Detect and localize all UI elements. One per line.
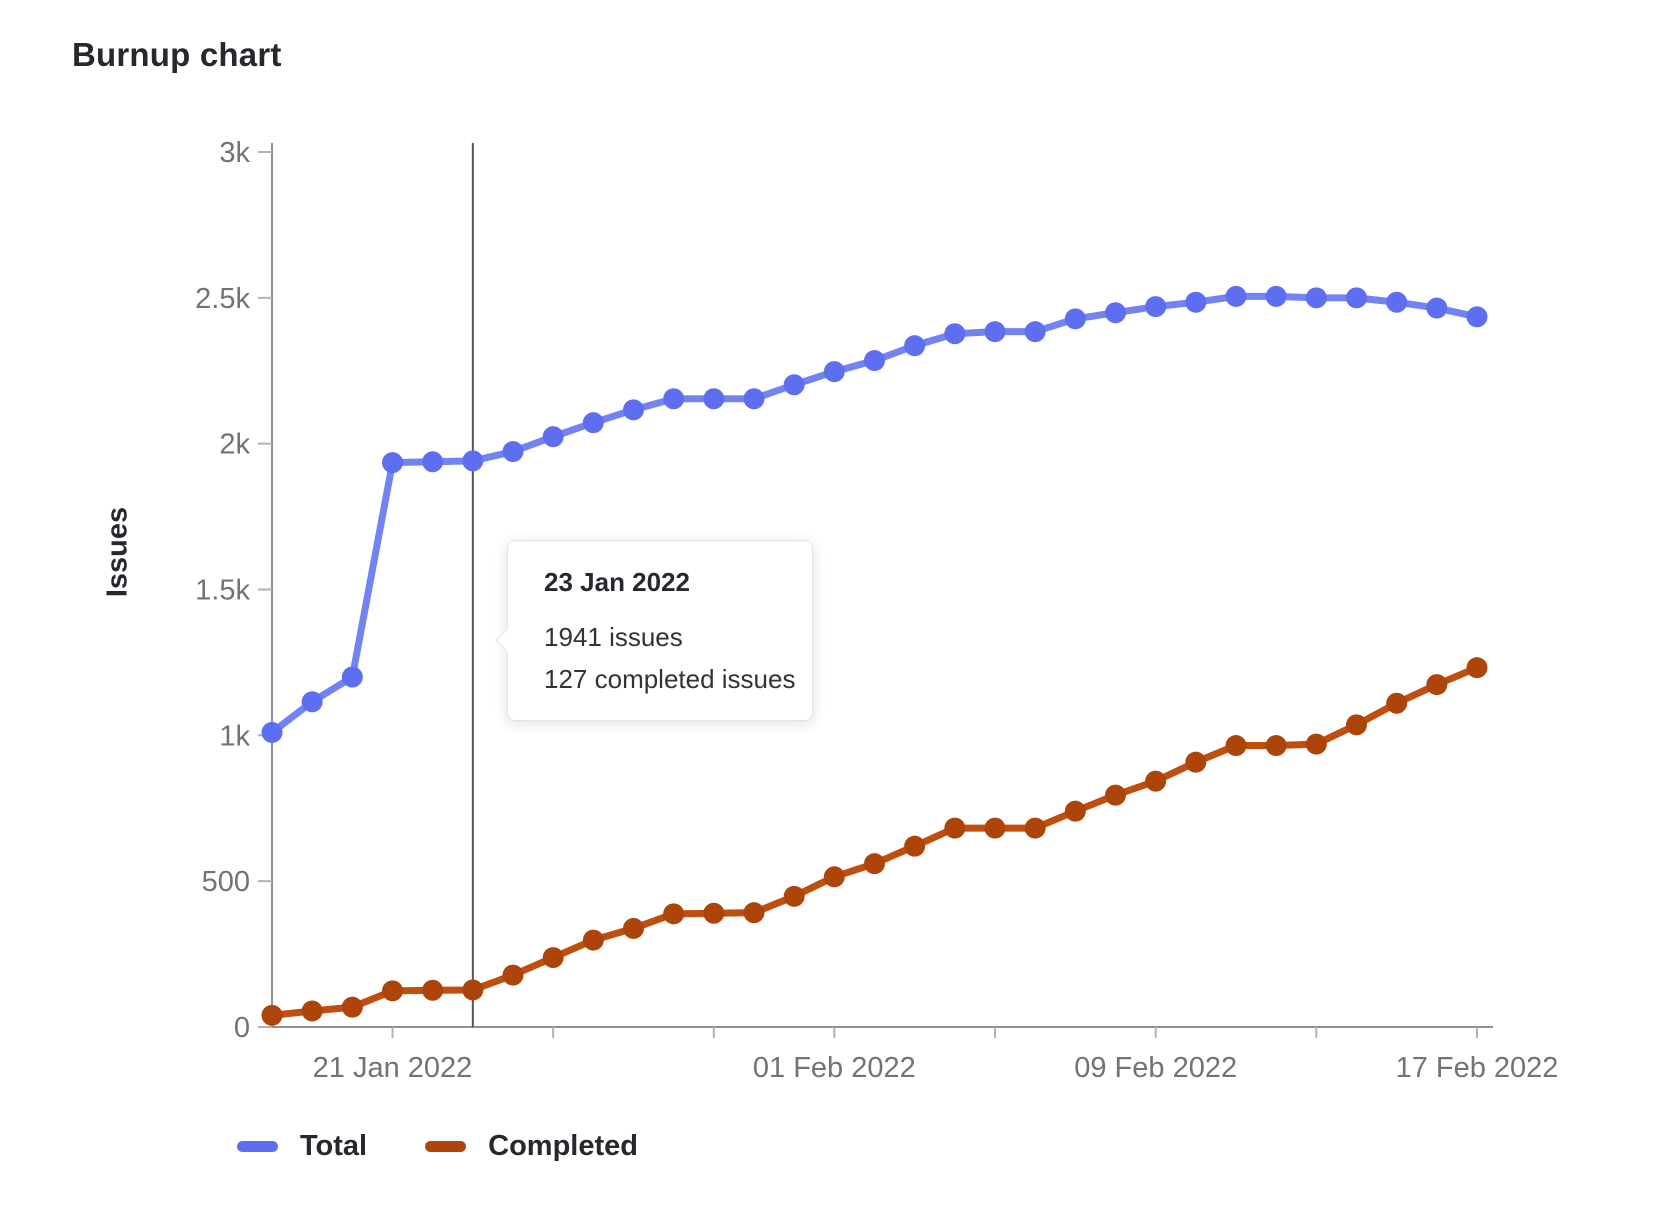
completed-point[interactable] (984, 817, 1006, 839)
total-point[interactable] (904, 335, 926, 357)
completed-point[interactable] (1225, 735, 1247, 757)
completed-point[interactable] (1426, 674, 1448, 696)
completed-point[interactable] (783, 885, 805, 907)
tooltip-total-issues: 1941 issues (544, 622, 683, 652)
completed-point[interactable] (422, 979, 444, 1001)
completed-point[interactable] (823, 866, 845, 888)
completed-point[interactable] (1185, 751, 1207, 773)
total-series[interactable] (261, 285, 1488, 743)
completed-series[interactable] (261, 657, 1488, 1026)
chart-tooltip: 23 Jan 2022 1941 issues 127 completed is… (495, 540, 813, 721)
total-point[interactable] (1426, 297, 1448, 319)
total-point[interactable] (823, 361, 845, 383)
total-point[interactable] (783, 374, 805, 396)
legend: Total Completed (237, 1130, 638, 1163)
total-point[interactable] (1346, 287, 1367, 309)
total-point[interactable] (944, 323, 966, 345)
y-tick-label: 2.5k (195, 283, 250, 315)
total-point[interactable] (1105, 302, 1126, 324)
completed-point[interactable] (582, 929, 604, 951)
total-point[interactable] (422, 451, 444, 473)
completed-point[interactable] (382, 980, 403, 1002)
total-point[interactable] (743, 388, 765, 410)
completed-point[interactable] (1064, 800, 1086, 822)
tooltip-date: 23 Jan 2022 (544, 567, 691, 597)
legend-item-total[interactable]: Total (237, 1130, 367, 1163)
total-point[interactable] (1386, 291, 1408, 313)
total-point[interactable] (1305, 287, 1327, 309)
total-point[interactable] (1145, 296, 1167, 318)
y-tick-label: 1.5k (195, 575, 250, 607)
total-legend-marker (237, 1141, 278, 1152)
tooltip-completed-issues: 127 completed issues (544, 664, 796, 694)
completed-point[interactable] (462, 979, 484, 1001)
completed-point[interactable] (904, 835, 926, 857)
total-point[interactable] (261, 721, 283, 743)
total-point[interactable] (1024, 321, 1046, 343)
completed-point[interactable] (1305, 733, 1327, 755)
completed-point[interactable] (542, 947, 564, 969)
x-tick-label: 17 Feb 2022 (1396, 1052, 1559, 1084)
completed-point[interactable] (1105, 784, 1126, 806)
total-point[interactable] (663, 388, 685, 410)
total-point[interactable] (703, 388, 725, 410)
completed-point[interactable] (341, 996, 363, 1018)
completed-legend-marker (425, 1141, 467, 1152)
completed-point[interactable] (261, 1004, 283, 1026)
y-tick-label: 1k (219, 720, 250, 752)
completed-point[interactable] (623, 917, 644, 939)
y-tick-label: 3k (219, 137, 250, 169)
completed-point[interactable] (864, 853, 885, 875)
total-point[interactable] (1225, 285, 1247, 307)
total-point[interactable] (382, 452, 403, 474)
completed-legend-label: Completed (488, 1130, 638, 1162)
completed-point[interactable] (1346, 714, 1367, 736)
completed-point[interactable] (1024, 817, 1046, 839)
total-point[interactable] (582, 412, 604, 434)
completed-point[interactable] (502, 964, 524, 986)
completed-point[interactable] (1386, 692, 1408, 714)
y-tick-label: 500 (202, 866, 250, 898)
x-tick-label: 21 Jan 2022 (313, 1052, 473, 1084)
completed-point[interactable] (663, 903, 685, 925)
completed-point[interactable] (1466, 657, 1488, 679)
total-point[interactable] (502, 441, 524, 463)
x-tick-label: 01 Feb 2022 (753, 1052, 916, 1084)
legend-item-completed[interactable]: Completed (425, 1130, 638, 1163)
total-point[interactable] (1064, 308, 1086, 330)
total-point[interactable] (341, 666, 363, 688)
completed-point[interactable] (301, 1000, 323, 1022)
total-point[interactable] (1466, 306, 1488, 328)
page-title: Burnup chart (72, 36, 282, 73)
y-tick-label: 2k (219, 429, 250, 461)
total-legend-label: Total (300, 1130, 368, 1162)
completed-point[interactable] (1145, 770, 1167, 792)
total-point[interactable] (1265, 285, 1287, 307)
total-point[interactable] (623, 399, 644, 421)
total-point[interactable] (462, 450, 484, 472)
completed-point[interactable] (1265, 735, 1287, 757)
x-tick-label: 09 Feb 2022 (1074, 1052, 1237, 1084)
total-point[interactable] (984, 321, 1006, 343)
total-point[interactable] (301, 691, 323, 713)
completed-point[interactable] (944, 817, 966, 839)
completed-point[interactable] (743, 902, 765, 924)
y-tick-label: 0 (234, 1012, 250, 1044)
total-point[interactable] (864, 350, 885, 372)
completed-point[interactable] (703, 902, 725, 924)
total-point[interactable] (542, 426, 564, 448)
total-point[interactable] (1185, 291, 1207, 313)
